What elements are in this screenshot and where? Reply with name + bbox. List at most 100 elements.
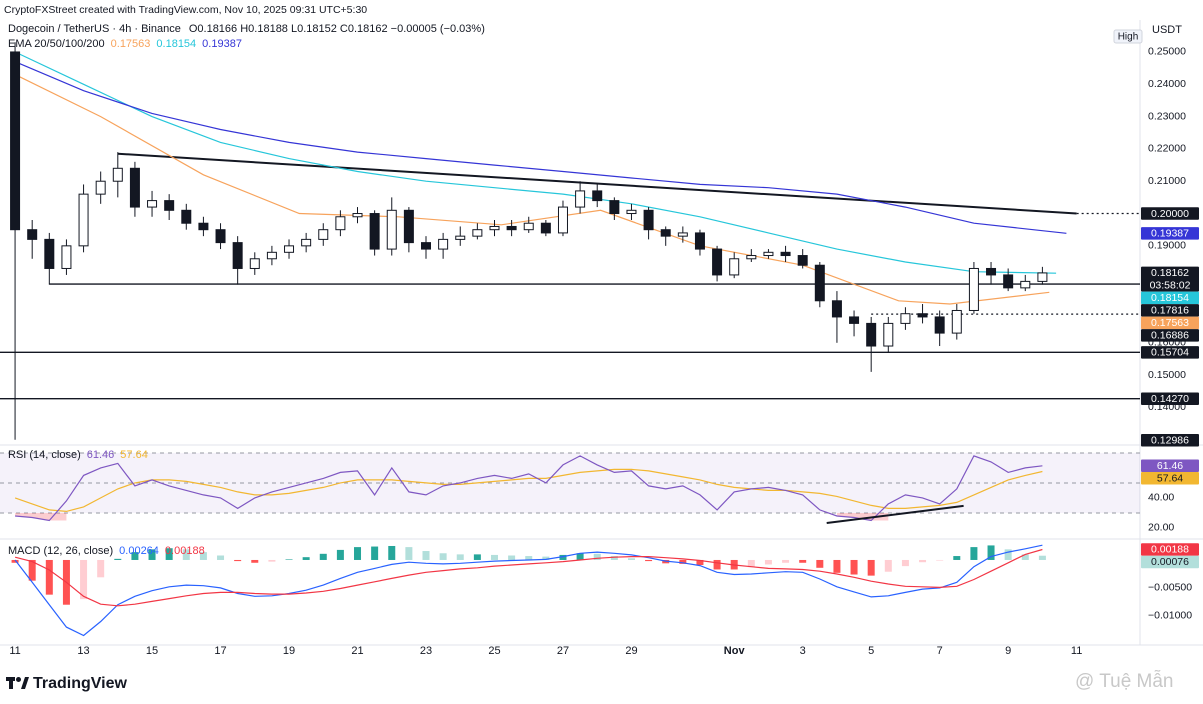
- x-tick-label: 11: [9, 645, 20, 657]
- candle-body: [78, 193, 89, 247]
- candle-body: [592, 190, 603, 202]
- candle-body: [318, 229, 329, 240]
- macd-histogram-bar: [525, 556, 533, 560]
- macd-histogram-bar: [782, 559, 790, 563]
- macd-histogram-bar: [439, 553, 447, 560]
- candle-body: [540, 222, 551, 234]
- candle-body: [129, 167, 140, 208]
- candle-body: [643, 209, 654, 231]
- macd-histogram-bar: [559, 554, 567, 560]
- candle-body: [626, 209, 637, 215]
- price-label: 0.16886: [1151, 330, 1189, 342]
- macd-histogram-bar: [268, 559, 276, 562]
- candle-body: [232, 242, 243, 269]
- x-tick-label: 23: [420, 645, 432, 657]
- macd-histogram-bar: [747, 559, 755, 568]
- candle-body: [677, 232, 688, 237]
- candle-body: [438, 238, 449, 250]
- price-label: 0.20000: [1151, 208, 1189, 220]
- candle-body: [660, 229, 671, 237]
- macd-histogram-bar: [696, 559, 704, 566]
- macd-histogram-bar: [28, 559, 36, 581]
- x-tick-label: 25: [488, 645, 500, 657]
- candle-body: [198, 222, 209, 231]
- candle-body: [917, 313, 928, 318]
- rsi-legend-value: 61.46: [87, 449, 115, 461]
- macd-histogram-bar: [936, 559, 944, 561]
- y-tick-label: 0.19000: [1148, 240, 1186, 252]
- macd-histogram-bar: [131, 552, 139, 560]
- macd-histogram-bar: [45, 559, 53, 595]
- y-tick-label: 40.00: [1148, 492, 1174, 504]
- macd-histogram-bar: [508, 555, 516, 560]
- trendline: [117, 152, 1077, 215]
- y-tick-label: −0.00500: [1148, 582, 1192, 594]
- scale-badge[interactable]: [1113, 29, 1143, 44]
- macd-histogram-bar: [833, 559, 841, 573]
- candle-body: [575, 190, 586, 208]
- macd-histogram-bar: [199, 552, 207, 560]
- macd-histogram-bar: [354, 547, 362, 560]
- macd-histogram-bar: [148, 549, 156, 560]
- ohlc: O0.18166 H0.18188 L0.18152 C0.18162 −0.0…: [189, 23, 485, 35]
- macd-histogram-bar: [285, 559, 293, 560]
- price-label-box: [1141, 472, 1199, 485]
- macd-histogram-bar: [713, 559, 721, 570]
- macd-histogram-bar: [11, 559, 19, 563]
- rsi-title: RSI (14, close): [8, 449, 81, 461]
- macd-histogram-bar: [953, 556, 961, 560]
- price-label-box: [1141, 291, 1199, 305]
- x-tick-label: 19: [283, 645, 295, 657]
- macd-histogram-bar: [799, 559, 807, 563]
- macd-line: [14, 548, 1043, 607]
- x-tick-label: 7: [937, 645, 943, 657]
- x-tick-label: 29: [625, 645, 637, 657]
- macd-histogram-bar: [1038, 555, 1046, 560]
- price-label-box: [1141, 207, 1199, 220]
- macd-histogram-bar: [114, 558, 122, 560]
- macd-histogram-bar: [593, 553, 601, 560]
- candle-body: [472, 229, 483, 237]
- x-tick-label: 15: [146, 645, 158, 657]
- candle-body: [386, 209, 397, 250]
- price-label: 61.46: [1157, 460, 1183, 472]
- price-label-box: [1141, 459, 1199, 473]
- candle-body: [746, 255, 757, 260]
- price-label-box: [1141, 433, 1199, 447]
- macd-histogram-bar: [405, 547, 413, 560]
- price-label-box: [1141, 266, 1199, 292]
- candle-body: [95, 180, 106, 195]
- macd-histogram-bar: [970, 547, 978, 560]
- macd-histogram-bar: [80, 559, 88, 600]
- ema-legend-value: 0.17563: [111, 38, 151, 50]
- price-label: 0.17816: [1151, 305, 1189, 317]
- ema-line: [14, 74, 1050, 305]
- candle-body: [61, 245, 72, 269]
- candle-body: [968, 267, 979, 311]
- macd-histogram-bar: [610, 556, 618, 560]
- y-tick-label: 0.23000: [1148, 110, 1186, 122]
- candle-body: [609, 200, 620, 215]
- y-tick-label: 0.25000: [1148, 46, 1186, 58]
- candle-body: [369, 213, 380, 250]
- macd-histogram-bar: [919, 559, 927, 563]
- candle-body: [147, 200, 158, 208]
- macd-histogram-bar: [388, 545, 396, 560]
- scale-badge-text[interactable]: High: [1118, 32, 1139, 43]
- macd-histogram-bar: [1004, 549, 1012, 560]
- x-tick-label: 27: [557, 645, 569, 657]
- macd-histogram-bar: [456, 554, 464, 560]
- price-label: 0.00188: [1151, 544, 1189, 556]
- candle-body: [421, 242, 432, 250]
- candle-body: [112, 167, 123, 182]
- ema-legend-value: 0.19387: [202, 38, 242, 50]
- macd-histogram-bar: [165, 548, 173, 560]
- price-label-box: [1141, 316, 1199, 330]
- x-tick-label: 11: [1071, 645, 1082, 657]
- x-tick-label: 17: [214, 645, 226, 657]
- price-label: 57.64: [1157, 473, 1183, 485]
- price-label: 0.14270: [1151, 393, 1189, 405]
- macd-histogram-bar: [182, 549, 190, 560]
- candle-body: [557, 206, 568, 234]
